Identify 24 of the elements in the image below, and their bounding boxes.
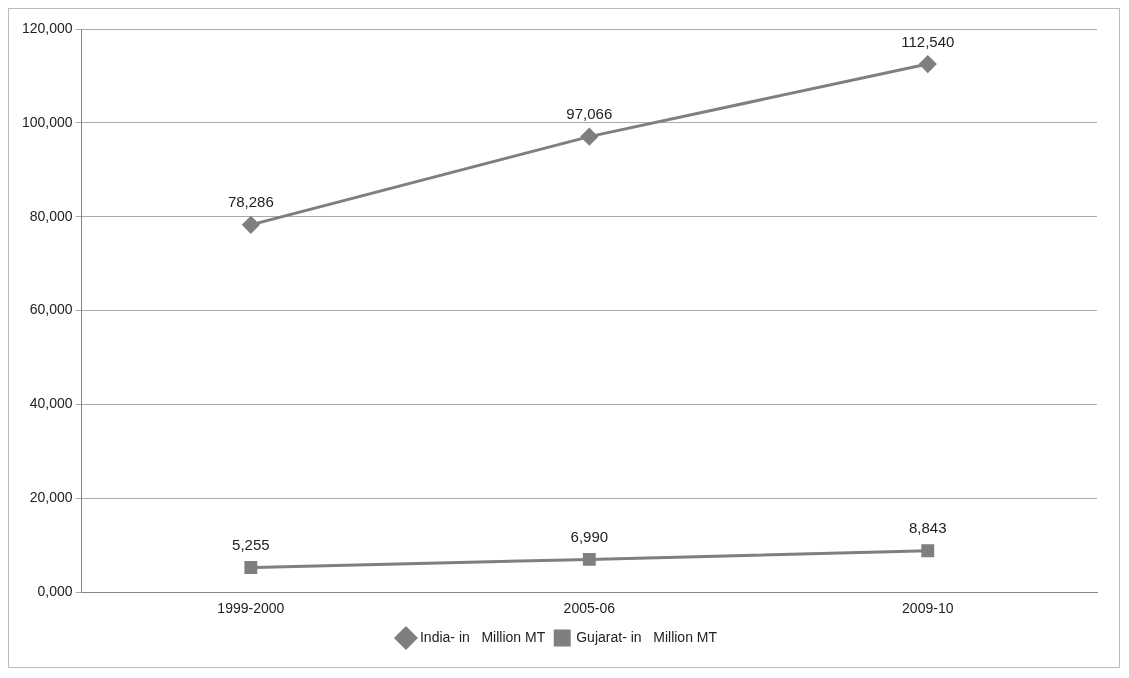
data-label: 6,990: [570, 528, 609, 546]
point: [582, 552, 596, 566]
point: [580, 128, 598, 146]
data-label: 8,843: [908, 519, 947, 537]
y-tick-label: 80,000: [29, 207, 73, 224]
data-label: 78,286: [227, 193, 274, 211]
legend-label: Gujarat- in Million MT: [576, 628, 718, 645]
x-tick-label: 1999-2000: [217, 600, 285, 617]
y-tick-label: 60,000: [29, 301, 73, 318]
data-label: 5,255: [232, 536, 270, 554]
y-tick-label: 100,000: [22, 113, 73, 130]
point: [919, 55, 937, 73]
point: [921, 544, 935, 558]
y-tick-label: 0,000: [37, 583, 73, 600]
x-tick-label: 2005-06: [563, 600, 616, 617]
legend-label: India- in Million MT: [419, 628, 546, 645]
y-tick-label: 20,000: [29, 489, 73, 506]
y-tick-label: 40,000: [29, 395, 73, 412]
y-tick-label: 120,000: [22, 19, 73, 36]
data-label: 97,066: [566, 105, 613, 123]
point: [244, 561, 258, 574]
point: [242, 216, 260, 234]
data-label: 112,540: [901, 32, 955, 50]
x-tick-label: 2009-10: [902, 600, 954, 617]
